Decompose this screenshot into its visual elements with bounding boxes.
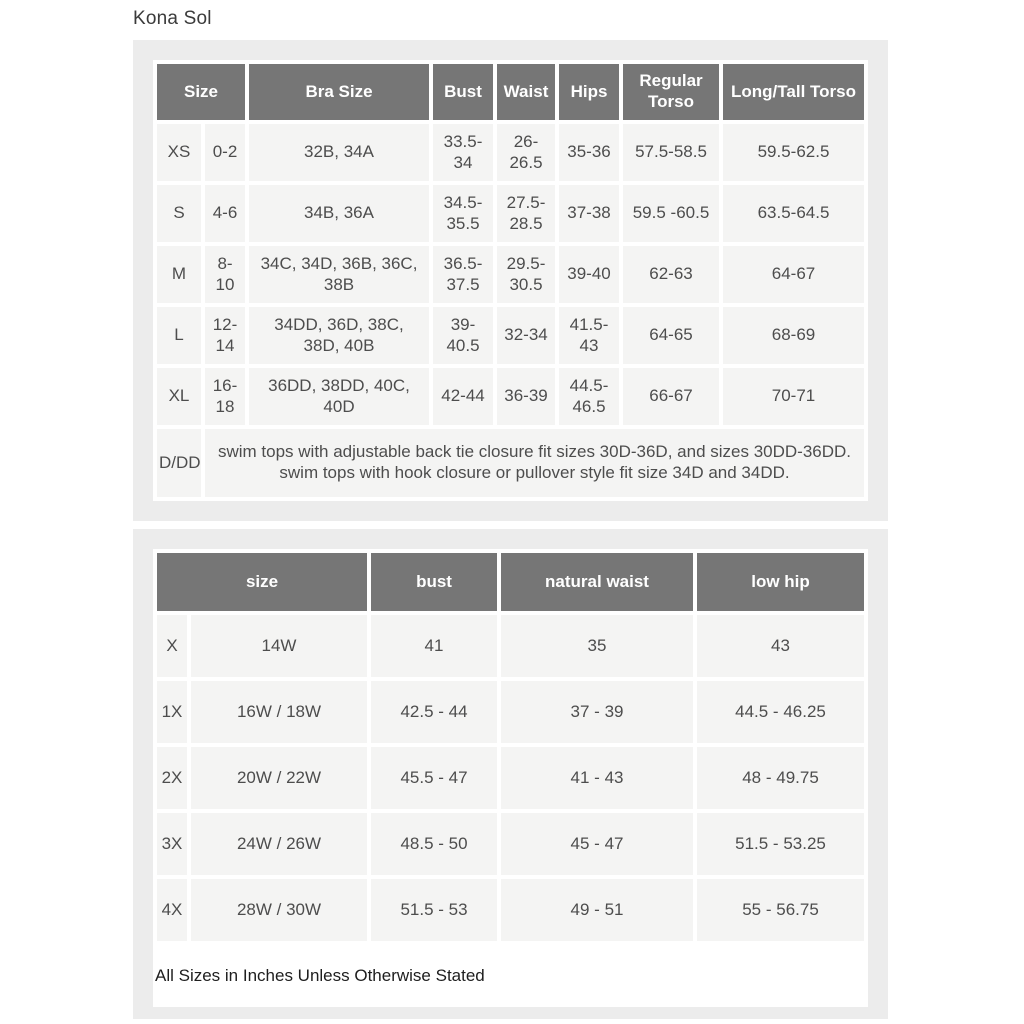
low-hip-cell: 43	[693, 611, 868, 681]
regular-torso-cell: 64-65	[619, 303, 723, 368]
units-footnote: All Sizes in Inches Unless Otherwise Sta…	[155, 966, 485, 985]
size-cell: L	[153, 303, 205, 368]
col-header-size: Size	[153, 60, 249, 124]
waist-cell: 27.5-28.5	[493, 181, 559, 246]
hips-cell: 41.5-43	[555, 303, 623, 368]
long-tall-torso-cell: 63.5-64.5	[719, 181, 868, 246]
bust-cell: 39-40.5	[429, 303, 497, 368]
standard-sizes-panel: Size Bra Size Bust Waist Hips Regular To…	[133, 40, 888, 521]
plus-size-table: size bust natural waist low hip X 14W 41…	[152, 549, 868, 945]
col-header-size: size	[152, 549, 372, 615]
natural-waist-cell: 35	[497, 611, 698, 681]
table-row: 4X 28W / 30W 51.5 - 53 49 - 51 55 - 56.7…	[153, 875, 868, 945]
w-size-cell: 24W / 26W	[186, 809, 372, 879]
bra-size-cell: 34B, 36A	[245, 181, 433, 246]
size-cell: 1X	[153, 677, 191, 747]
size-cell: 4X	[153, 875, 191, 945]
low-hip-cell: 55 - 56.75	[693, 875, 868, 945]
table-row: 1X 16W / 18W 42.5 - 44 37 - 39 44.5 - 46…	[153, 677, 868, 747]
bra-size-cell: 34DD, 36D, 38C, 38D, 40B	[245, 303, 433, 368]
table-row: XS 0-2 32B, 34A 33.5-34 26-26.5 35-36 57…	[153, 120, 868, 185]
size-cell: D/DD	[153, 425, 205, 501]
hips-cell: 39-40	[555, 242, 623, 307]
col-header-low-hip: low hip	[693, 549, 868, 615]
long-tall-torso-cell: 59.5-62.5	[719, 120, 868, 185]
regular-torso-cell: 66-67	[619, 364, 723, 429]
fit-note-cell: swim tops with adjustable back tie closu…	[201, 425, 868, 501]
w-size-cell: 16W / 18W	[186, 677, 372, 747]
table-row: XL 16-18 36DD, 38DD, 40C, 40D 42-44 36-3…	[153, 364, 868, 429]
size-cell: 2X	[153, 743, 191, 813]
long-tall-torso-cell: 68-69	[719, 303, 868, 368]
bust-cell: 33.5-34	[429, 120, 497, 185]
w-size-cell: 20W / 22W	[186, 743, 372, 813]
waist-cell: 36-39	[493, 364, 559, 429]
regular-torso-cell: 57.5-58.5	[619, 120, 723, 185]
size-cell: X	[153, 611, 191, 681]
bust-cell: 51.5 - 53	[367, 875, 502, 945]
table-row: 3X 24W / 26W 48.5 - 50 45 - 47 51.5 - 53…	[153, 809, 868, 879]
table-row: 2X 20W / 22W 45.5 - 47 41 - 43 48 - 49.7…	[153, 743, 868, 813]
standard-size-table: Size Bra Size Bust Waist Hips Regular To…	[153, 60, 868, 501]
col-header-regular-torso: Regular Torso	[619, 60, 723, 124]
low-hip-cell: 44.5 - 46.25	[693, 677, 868, 747]
waist-cell: 32-34	[493, 303, 559, 368]
waist-cell: 29.5-30.5	[493, 242, 559, 307]
numeric-size-cell: 8-10	[201, 242, 249, 307]
natural-waist-cell: 49 - 51	[497, 875, 698, 945]
natural-waist-cell: 45 - 47	[497, 809, 698, 879]
col-header-long-tall-torso: Long/Tall Torso	[719, 60, 868, 124]
regular-torso-cell: 59.5 -60.5	[619, 181, 723, 246]
long-tall-torso-cell: 64-67	[719, 242, 868, 307]
size-cell: XL	[153, 364, 205, 429]
bust-cell: 36.5-37.5	[429, 242, 497, 307]
bra-size-cell: 34C, 34D, 36B, 36C, 38B	[245, 242, 433, 307]
numeric-size-cell: 0-2	[201, 120, 249, 185]
w-size-cell: 14W	[186, 611, 372, 681]
hips-cell: 44.5-46.5	[555, 364, 623, 429]
header-row: Size Bra Size Bust Waist Hips Regular To…	[153, 60, 868, 124]
col-header-bra-size: Bra Size	[245, 60, 433, 124]
numeric-size-cell: 12-14	[201, 303, 249, 368]
bra-size-cell: 32B, 34A	[245, 120, 433, 185]
bust-cell: 48.5 - 50	[367, 809, 502, 879]
w-size-cell: 28W / 30W	[186, 875, 372, 945]
col-header-hips: Hips	[555, 60, 623, 124]
bust-cell: 34.5-35.5	[429, 181, 497, 246]
table-row: L 12-14 34DD, 36D, 38C, 38D, 40B 39-40.5…	[153, 303, 868, 368]
size-cell: M	[153, 242, 205, 307]
col-header-bust: bust	[367, 549, 502, 615]
col-header-natural-waist: natural waist	[497, 549, 698, 615]
natural-waist-cell: 37 - 39	[497, 677, 698, 747]
header-row: size bust natural waist low hip	[152, 549, 868, 615]
brand-title: Kona Sol	[133, 8, 212, 29]
bust-cell: 42.5 - 44	[367, 677, 502, 747]
col-header-waist: Waist	[493, 60, 559, 124]
bust-cell: 41	[367, 611, 502, 681]
plus-sizes-panel: size bust natural waist low hip X 14W 41…	[133, 529, 888, 1019]
hips-cell: 35-36	[555, 120, 623, 185]
low-hip-cell: 51.5 - 53.25	[693, 809, 868, 879]
hips-cell: 37-38	[555, 181, 623, 246]
bra-size-cell: 36DD, 38DD, 40C, 40D	[245, 364, 433, 429]
size-cell: XS	[153, 120, 205, 185]
numeric-size-cell: 4-6	[201, 181, 249, 246]
table-row: X 14W 41 35 43	[153, 611, 868, 681]
natural-waist-cell: 41 - 43	[497, 743, 698, 813]
waist-cell: 26-26.5	[493, 120, 559, 185]
size-cell: 3X	[153, 809, 191, 879]
table-row: M 8-10 34C, 34D, 36B, 36C, 38B 36.5-37.5…	[153, 242, 868, 307]
d-dd-note-row: D/DD swim tops with adjustable back tie …	[153, 425, 868, 501]
regular-torso-cell: 62-63	[619, 242, 723, 307]
numeric-size-cell: 16-18	[201, 364, 249, 429]
table-row: S 4-6 34B, 36A 34.5-35.5 27.5-28.5 37-38…	[153, 181, 868, 246]
col-header-bust: Bust	[429, 60, 497, 124]
bust-cell: 45.5 - 47	[367, 743, 502, 813]
size-cell: S	[153, 181, 205, 246]
footnote-band: All Sizes in Inches Unless Otherwise Sta…	[153, 945, 868, 1007]
low-hip-cell: 48 - 49.75	[693, 743, 868, 813]
bust-cell: 42-44	[429, 364, 497, 429]
long-tall-torso-cell: 70-71	[719, 364, 868, 429]
